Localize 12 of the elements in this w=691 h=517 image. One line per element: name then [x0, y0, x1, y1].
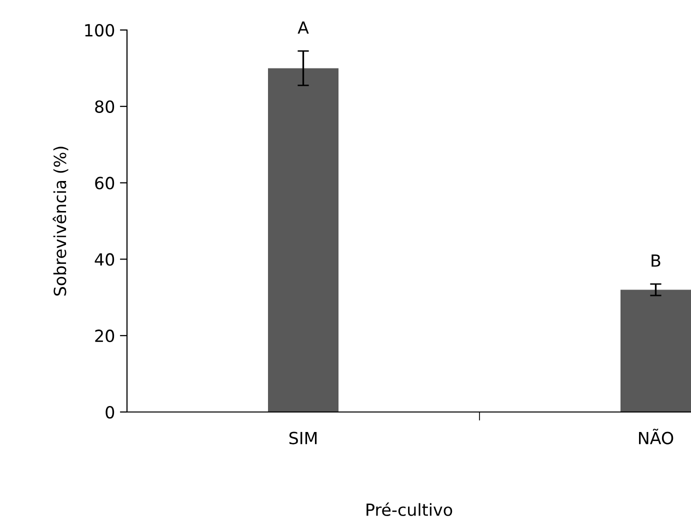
x-tick-label: SIM	[289, 432, 317, 444]
y-tick-label: 20	[95, 330, 114, 342]
y-tick-label: 0	[106, 406, 114, 419]
y-axis-title: Sobrevivência (%)	[52, 146, 68, 296]
x-tick-label: NÃO	[639, 428, 674, 444]
x-axis-title: Pré-cultivo	[366, 502, 452, 516]
y-tick-label: 40	[94, 253, 114, 266]
y-tick-label: 60	[95, 176, 114, 190]
y-tick-label: 80	[95, 100, 114, 113]
annotation: A	[298, 22, 309, 34]
annotation: B	[652, 254, 660, 267]
y-tick-label: 100	[85, 24, 114, 37]
